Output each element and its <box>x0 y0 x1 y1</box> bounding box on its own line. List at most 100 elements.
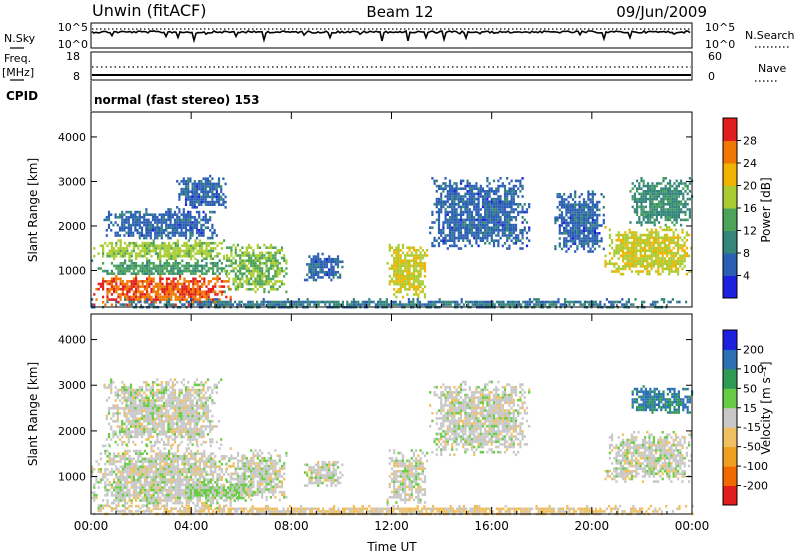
power-cell <box>622 254 625 258</box>
power-cell <box>207 241 210 245</box>
power-cell <box>681 259 684 263</box>
power-cell <box>578 242 581 245</box>
power-cell <box>435 239 438 242</box>
power-cell <box>113 277 116 281</box>
power-cell <box>205 254 208 258</box>
power-cell <box>440 234 443 237</box>
power-cell <box>628 252 631 255</box>
power-cell <box>381 303 384 306</box>
power-cell <box>524 303 527 306</box>
power-cell <box>514 218 518 222</box>
power-cell <box>163 287 166 291</box>
power-cell <box>211 236 214 240</box>
power-cell <box>141 254 144 258</box>
power-cell <box>657 233 660 237</box>
power-cell <box>196 252 199 255</box>
power-cell <box>124 249 127 253</box>
power-cell <box>681 231 684 234</box>
power-cell <box>569 221 572 225</box>
velocity-cell <box>117 494 120 497</box>
power-cell <box>274 254 277 257</box>
power-cell <box>408 246 411 249</box>
power-cell <box>280 269 284 273</box>
power-cell <box>503 190 507 193</box>
power-cell <box>419 262 422 265</box>
power-cell <box>675 195 678 198</box>
power-cell <box>589 229 592 232</box>
power-cell <box>525 221 529 224</box>
power-cell <box>574 195 577 199</box>
power-cell <box>571 242 575 245</box>
power-cell <box>181 272 184 275</box>
power-cell <box>179 269 182 273</box>
power-cell <box>106 298 109 301</box>
power-cell <box>486 231 489 235</box>
power-cell <box>668 270 671 273</box>
power-cell <box>415 290 418 294</box>
power-cell <box>510 197 513 201</box>
power-cell <box>646 259 649 263</box>
power-cell <box>205 247 208 250</box>
power-cell <box>172 254 175 258</box>
power-cell <box>635 239 638 242</box>
velocity-cell <box>104 462 107 466</box>
power-cell <box>204 180 207 183</box>
power-cell <box>626 244 629 247</box>
power-cell <box>190 247 193 250</box>
power-cell <box>668 252 671 255</box>
power-cell <box>593 213 597 217</box>
power-cell <box>468 182 471 185</box>
power-cell <box>154 264 157 268</box>
power-cell <box>506 221 509 224</box>
power-cell <box>655 239 658 242</box>
power-cell <box>332 257 335 261</box>
power-cell <box>486 192 489 196</box>
power-cell <box>390 267 394 270</box>
power-cell <box>183 290 186 294</box>
power-cell <box>388 243 391 247</box>
power-cell <box>453 195 456 198</box>
power-cell <box>258 246 262 249</box>
power-cell <box>195 182 199 186</box>
power-cell <box>312 273 315 277</box>
power-cell <box>124 303 127 306</box>
power-cell <box>182 226 185 229</box>
power-cell <box>174 303 177 307</box>
power-cell <box>386 262 389 265</box>
power-cell <box>437 221 441 224</box>
power-cell <box>190 254 193 258</box>
power-cell <box>668 257 671 260</box>
velocity-cell <box>108 488 111 492</box>
power-cell <box>464 244 467 248</box>
velocity-cell <box>115 455 118 458</box>
power-cell <box>225 295 228 299</box>
power-cell <box>664 190 667 193</box>
velocity-cell <box>117 468 120 471</box>
velocity-cell <box>104 483 107 487</box>
power-cell <box>600 193 603 196</box>
velocity-cell <box>99 504 102 507</box>
velocity-cell <box>150 455 153 458</box>
power-cell <box>578 234 581 238</box>
power-cell <box>333 303 336 306</box>
power-cell <box>193 180 196 183</box>
power-cell <box>464 192 467 196</box>
power-cell <box>560 219 564 222</box>
power-cell <box>636 213 639 216</box>
power-cell <box>185 262 188 265</box>
power-cell <box>542 303 545 306</box>
power-cell <box>651 182 654 185</box>
power-cell <box>459 182 463 185</box>
power-cell <box>470 218 474 222</box>
power-cell <box>508 218 511 222</box>
power-cell <box>110 249 113 253</box>
power-cell <box>263 282 266 286</box>
power-cell <box>523 210 526 214</box>
power-cell <box>641 239 644 242</box>
power-cell <box>312 260 315 264</box>
power-cell <box>203 252 206 255</box>
power-cell <box>215 193 218 196</box>
power-cell <box>217 195 221 199</box>
power-cell <box>180 187 183 191</box>
power-cell <box>633 231 636 234</box>
